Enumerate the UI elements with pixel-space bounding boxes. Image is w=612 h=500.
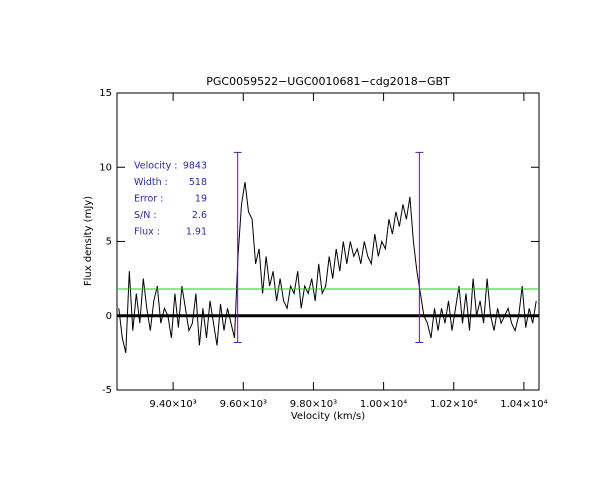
x-tick-label: 1.00×10⁴ xyxy=(360,399,407,410)
x-axis-label: Velocity (km/s) xyxy=(291,411,365,422)
annotation-label: Error : xyxy=(134,194,163,205)
annotation-label: Width : xyxy=(134,177,168,188)
x-tick-label: 1.02×10⁴ xyxy=(430,399,477,410)
y-tick-label: 10 xyxy=(99,162,112,173)
chart-title: PGC0059522−UGC0010681−cdg2018−GBT xyxy=(206,75,450,88)
annotation-label: Velocity : xyxy=(134,161,178,172)
y-tick-label: 5 xyxy=(106,237,112,248)
annotation-value: 2.6 xyxy=(192,210,207,221)
annotation-value: 19 xyxy=(195,194,207,205)
annotation-label: S/N : xyxy=(134,210,157,221)
y-tick-label: 0 xyxy=(106,311,112,322)
x-tick-label: 1.04×10⁴ xyxy=(500,399,547,410)
x-tick-label: 9.60×10³ xyxy=(220,399,267,410)
x-tick-label: 9.80×10³ xyxy=(290,399,337,410)
annotation-value: 518 xyxy=(189,177,207,188)
y-axis-label: Flux density (mJy) xyxy=(83,196,94,286)
x-tick-label: 9.40×10³ xyxy=(149,399,196,410)
spectrum-line xyxy=(118,182,537,354)
plot-frame xyxy=(116,92,540,391)
annotation-value: 9843 xyxy=(183,161,207,172)
y-tick-label: -5 xyxy=(102,385,112,396)
annotation-value: 1.91 xyxy=(186,227,207,238)
annotation-label: Flux : xyxy=(134,227,160,238)
y-tick-label: 15 xyxy=(99,88,112,99)
